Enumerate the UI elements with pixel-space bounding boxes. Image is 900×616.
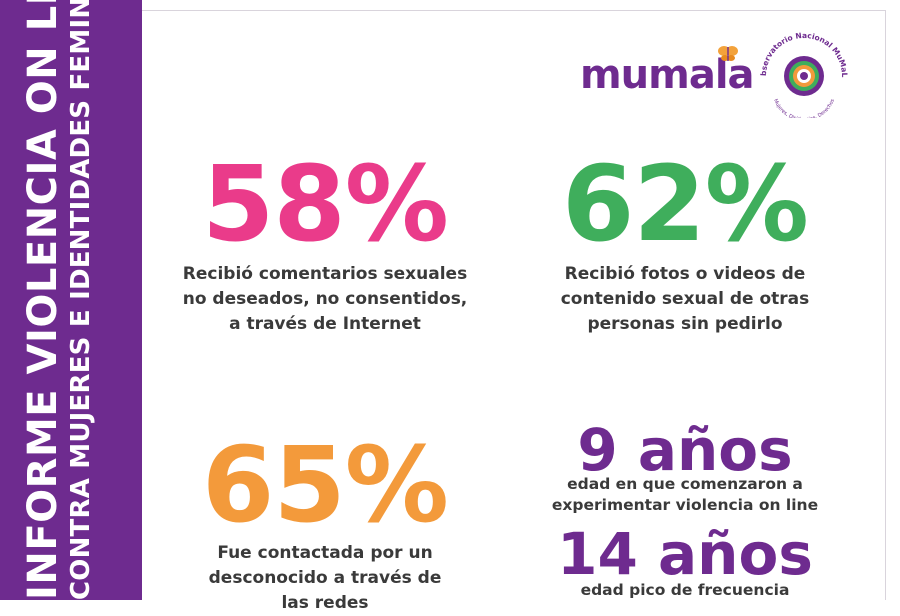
sidebar-subtitle: CONTRA MUJERES E IDENTIDADES FEMINIZADAS	[66, 0, 96, 600]
stat-value-photos: 62%	[562, 143, 809, 265]
stat-value-comments: 58%	[202, 143, 449, 265]
frame-top-line	[142, 10, 886, 11]
svg-text:Mujeres, Disidencias, Derechos: Mujeres, Disidencias, Derechos	[772, 98, 836, 118]
stat-desc-start-age: edad en que comenzaron a experimentar vi…	[551, 475, 819, 514]
stat-desc-contacted: Fue contactada por un desconocido a trav…	[208, 543, 442, 613]
stat-desc-photos: Recibió fotos o videos de contenido sexu…	[560, 264, 810, 334]
stat-desc-comments: Recibió comentarios sexuales no deseados…	[182, 264, 468, 334]
observatorio-seal: Observatorio Nacional MuMaLá Mujeres, Di…	[748, 28, 849, 118]
observatorio-tagline: Mujeres, Disidencias, Derechos	[772, 98, 836, 118]
butterfly-icon	[718, 46, 738, 61]
stat-value-start-age: 9 años	[577, 416, 793, 484]
stat-value-contacted: 65%	[202, 424, 449, 546]
stat-desc-peak-age: edad pico de frecuencia	[580, 581, 790, 599]
sidebar-title: INFORME VIOLENCIA ON LINE	[20, 0, 66, 600]
frame-right-line	[885, 10, 886, 600]
stat-value-peak-age: 14 años	[557, 520, 813, 588]
sidebar-title-block: INFORME VIOLENCIA ON LINE CONTRA MUJERES…	[20, 0, 96, 600]
sidebar-band: INFORME VIOLENCIA ON LINE CONTRA MUJERES…	[0, 0, 142, 600]
